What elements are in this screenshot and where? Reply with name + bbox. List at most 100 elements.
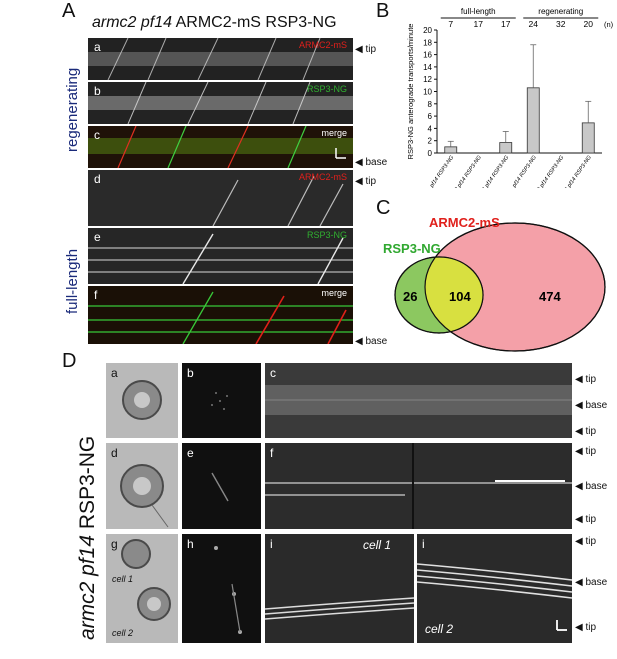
panel-d-a-letter: a bbox=[111, 366, 118, 380]
kymograph-e-tag: RSP3-NG bbox=[306, 230, 347, 240]
venn-count-rsp3-only: 26 bbox=[403, 289, 417, 304]
kymograph-b-letter: b bbox=[94, 84, 101, 98]
kymograph-b-tag: RSP3-NG bbox=[306, 84, 347, 94]
panel-a-base-bottom-label: base bbox=[365, 336, 388, 347]
y-tick-label: 0 bbox=[428, 149, 433, 158]
panel-d-d-cell: d bbox=[106, 443, 178, 529]
n-value: 32 bbox=[556, 19, 566, 29]
panel-a-base-bottom: ◀ base bbox=[355, 336, 388, 347]
panel-a-tip-top: ◀ tip bbox=[355, 44, 377, 55]
panel-d-row3-tip-top-label: tip bbox=[585, 536, 597, 547]
y-tick-label: 16 bbox=[423, 51, 432, 60]
panel-d-i-cell1-name: cell 1 bbox=[363, 538, 392, 552]
kymograph-e-letter: e bbox=[94, 230, 101, 244]
n-label: (n) bbox=[604, 20, 614, 29]
kymograph-e-traces bbox=[88, 233, 353, 284]
kymograph-e: e RSP3-NG bbox=[88, 228, 353, 284]
panel-d-i-kymograph-cell1: i cell 1 bbox=[265, 534, 414, 643]
panel-d-vertical-marker: RSP3-NG bbox=[76, 435, 99, 535]
y-tick-label: 10 bbox=[423, 88, 432, 97]
panel-d-f-kymograph: f bbox=[265, 443, 572, 529]
y-tick-label: 8 bbox=[428, 100, 433, 109]
panel-d-vertical-title: armc2 pf14 RSP3-NG bbox=[76, 436, 100, 640]
bar bbox=[444, 146, 458, 154]
n-value: 20 bbox=[584, 19, 594, 29]
bar bbox=[526, 87, 540, 154]
panel-a-tip-top-label: tip bbox=[365, 44, 377, 55]
header-full-length: full-length bbox=[461, 8, 496, 16]
panel-d-row1-tip-top: ◀ tip bbox=[575, 374, 597, 385]
panel-d-g-cell2: cell 2 bbox=[112, 628, 134, 638]
panel-d-row2-tip-top: ◀ tip bbox=[575, 446, 597, 457]
category-label: pf14 RSP3-NG bbox=[511, 154, 538, 188]
panel-d-g-cell1: cell 1 bbox=[112, 574, 134, 584]
kymograph-a: a ARMC2-mS bbox=[88, 38, 353, 80]
panel-d-g-cells: g cell 1 cell 2 bbox=[106, 534, 178, 643]
panel-d-label: D bbox=[62, 350, 77, 372]
panel-d-row2-tip-bottom-label: tip bbox=[585, 514, 597, 525]
panel-d-c-letter: c bbox=[270, 366, 276, 380]
panel-d-row3-tip-bottom: ◀ tip bbox=[575, 622, 597, 633]
venn-overlap bbox=[425, 257, 483, 333]
panel-a-title-genotype: armc2 pf14 bbox=[92, 14, 173, 31]
kymograph-f-letter: f bbox=[94, 288, 98, 302]
panel-d-e-letter: e bbox=[187, 446, 194, 460]
panel-c-venn: ARMC2-mS RSP3-NG 26 104 474 bbox=[383, 215, 606, 352]
panel-d-i-kymograph-cell2: i cell 2 bbox=[417, 534, 572, 643]
panel-d-i-cell2-letter: i bbox=[422, 537, 425, 551]
panel-d-g-letter: g bbox=[111, 537, 118, 551]
panel-d-row3-base-label: base bbox=[585, 577, 608, 588]
n-value: 17 bbox=[501, 19, 511, 29]
panel-d-row3-tip-bottom-label: tip bbox=[585, 622, 597, 633]
panel-d-c-kymograph: c bbox=[265, 363, 572, 438]
group-label-fulllength: full-length bbox=[64, 248, 81, 314]
venn-count-armc2-only: 474 bbox=[539, 289, 561, 304]
y-tick-label: 20 bbox=[423, 26, 432, 35]
group-label-regenerating: regenerating bbox=[64, 67, 81, 152]
n-value: 17 bbox=[474, 19, 484, 29]
panel-d-row3-base: ◀ base bbox=[575, 577, 608, 588]
n-value: 7 bbox=[448, 19, 453, 29]
y-tick-label: 12 bbox=[423, 75, 432, 84]
category-label: pf14 RSP3-NG bbox=[428, 154, 455, 188]
panel-d-row1-base-label: base bbox=[585, 400, 608, 411]
kymograph-d-tag: ARMC2-mS bbox=[298, 172, 347, 182]
panel-d-d-letter: d bbox=[111, 446, 118, 460]
kymograph-a-tag: ARMC2-mS bbox=[298, 40, 347, 50]
kymograph-a-traces bbox=[88, 38, 353, 80]
y-tick-label: 2 bbox=[428, 137, 433, 146]
kymograph-d-letter: d bbox=[94, 172, 101, 186]
panel-a-title: armc2 pf14 ARMC2-mS RSP3-NG bbox=[92, 14, 337, 32]
panel-d-h-image: h bbox=[182, 534, 261, 643]
panel-d-row2-tip-top-label: tip bbox=[585, 446, 597, 457]
panel-a-title-markers: ARMC2-mS RSP3-NG bbox=[172, 14, 337, 31]
panel-d-i-cell1-letter: i bbox=[270, 537, 273, 551]
kymograph-d: d ARMC2-mS bbox=[88, 170, 353, 226]
panel-a-tip-bottom: ◀ tip bbox=[355, 176, 377, 187]
y-tick-label: 4 bbox=[428, 124, 433, 133]
kymograph-c-letter: c bbox=[94, 128, 100, 142]
kymograph-f: f merge bbox=[88, 286, 353, 344]
kymograph-b-traces bbox=[88, 82, 353, 124]
venn-count-overlap: 104 bbox=[449, 289, 471, 304]
panel-d-row1-base: ◀ base bbox=[575, 400, 608, 411]
header-regenerating: regenerating bbox=[538, 8, 583, 16]
kymograph-c-tag: merge bbox=[321, 128, 347, 138]
y-tick-label: 18 bbox=[423, 38, 432, 47]
kymograph-b: b RSP3-NG bbox=[88, 82, 353, 124]
panel-d-vertical-genotype: armc2 pf14 bbox=[76, 534, 99, 640]
panel-d-row1-tip-bottom: ◀ tip bbox=[575, 426, 597, 437]
panel-a-base-top: ◀ base bbox=[355, 157, 388, 168]
panel-c-label: C bbox=[376, 197, 391, 219]
panel-a-tip-bottom-label: tip bbox=[365, 176, 377, 187]
y-tick-label: 14 bbox=[423, 63, 432, 72]
panel-d-row1-tip-bottom-label: tip bbox=[585, 426, 597, 437]
panel-d-row3-tip-top: ◀ tip bbox=[575, 536, 597, 547]
panel-d-e-image: e bbox=[182, 443, 261, 529]
y-axis-label: RSP3-NG anterograde transports/minute bbox=[406, 24, 415, 160]
bar bbox=[581, 122, 595, 154]
panel-d-row2-base: ◀ base bbox=[575, 481, 608, 492]
panel-d-row1-tip-top-label: tip bbox=[585, 374, 597, 385]
panel-d-row2-tip-bottom: ◀ tip bbox=[575, 514, 597, 525]
kymograph-f-traces bbox=[88, 291, 353, 344]
